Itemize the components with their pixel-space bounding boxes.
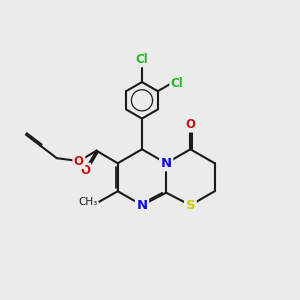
Text: O: O xyxy=(80,164,90,177)
Text: Cl: Cl xyxy=(171,76,184,90)
Text: Cl: Cl xyxy=(136,53,148,66)
Text: N: N xyxy=(136,199,148,212)
Text: CH₃: CH₃ xyxy=(78,196,97,207)
Text: O: O xyxy=(185,118,195,131)
Text: N: N xyxy=(160,157,172,170)
Text: S: S xyxy=(186,199,195,212)
Text: O: O xyxy=(74,154,84,168)
